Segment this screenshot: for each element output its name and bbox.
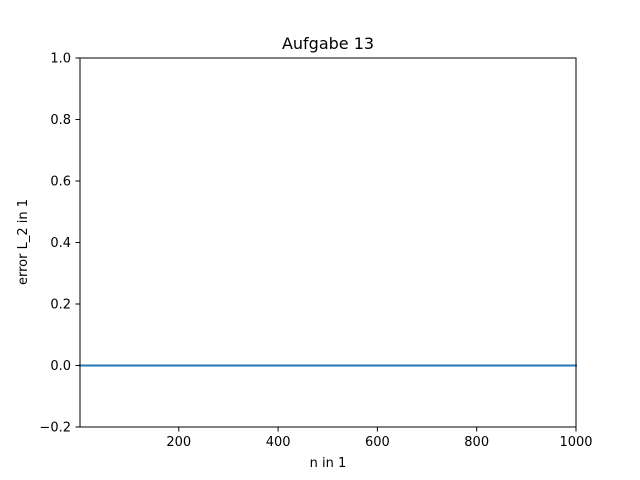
x-tick-label: 600 [365, 435, 390, 450]
x-tick-label: 1000 [559, 435, 592, 450]
y-tick-label: 0.0 [50, 359, 71, 374]
y-tick-label: −0.2 [39, 421, 71, 436]
y-tick-label: 0.6 [50, 175, 71, 190]
x-axis-label: n in 1 [310, 456, 347, 471]
x-tick-label: 800 [464, 435, 489, 450]
x-tick-label: 400 [266, 435, 291, 450]
axes: 200 400 600 800 1000 −0.2 0.0 0.2 0.4 0.6 0.8 1.0 [39, 52, 592, 451]
chart-title: Aufgabe 13 [282, 34, 374, 53]
y-tick-label: 0.4 [50, 236, 71, 251]
x-tick-label: 200 [166, 435, 191, 450]
y-tick-label: 0.8 [50, 113, 71, 128]
y-axis-label: error L_2 in 1 [16, 199, 31, 285]
y-tick-label: 0.2 [50, 298, 71, 313]
y-tick-label: 1.0 [50, 52, 71, 67]
